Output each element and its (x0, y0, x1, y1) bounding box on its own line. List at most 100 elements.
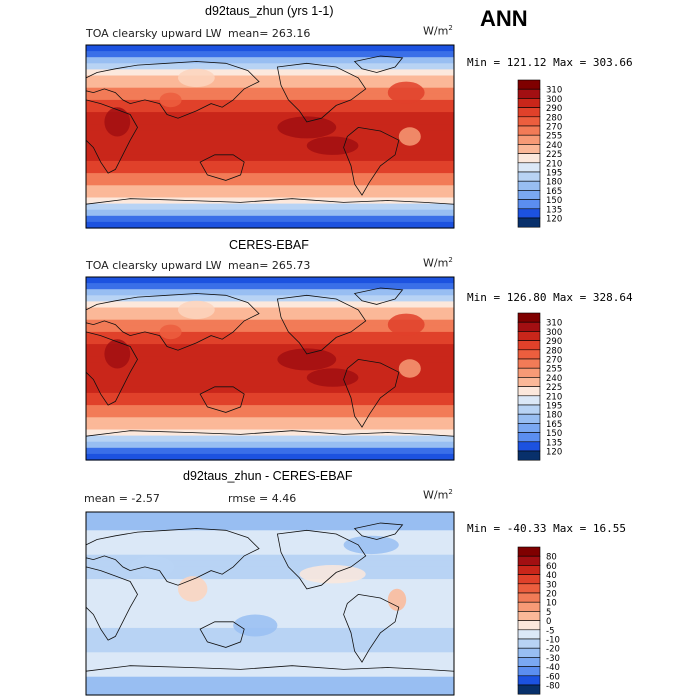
colorbar-tick-label: 280 (546, 113, 562, 123)
map-band (86, 69, 454, 77)
colorbar-box (517, 125, 541, 136)
coastline (85, 293, 260, 351)
map-band (86, 99, 454, 107)
map-band (86, 160, 454, 168)
map-band (86, 93, 454, 101)
map-band (86, 579, 454, 586)
map-patch (159, 324, 182, 340)
colorbar-tick-label: 270 (546, 356, 562, 366)
map-band (86, 447, 454, 455)
colorbar-tick-label: -60 (546, 672, 560, 682)
map-band (86, 566, 454, 574)
map-band (86, 524, 454, 531)
coastline (343, 358, 400, 428)
colorbar-tick-label: 30 (546, 580, 557, 590)
panel2-title: CERES-EBAF (229, 238, 309, 252)
panel2-subtitle: TOA clearsky upward LW (86, 259, 222, 272)
colorbar-tick-label: -20 (546, 645, 560, 655)
map-band (86, 518, 454, 525)
colorbar-2: 3103002902802702552402252101951801651501… (517, 312, 562, 461)
colorbar-tick-label: 135 (546, 438, 562, 448)
colorbar-box (517, 331, 541, 341)
colorbar-box (517, 423, 541, 433)
panel1-title: d92taus_zhun (yrs 1-1) (205, 4, 334, 18)
map-band (86, 106, 454, 113)
map-panel-3 (85, 511, 455, 696)
map-band (86, 307, 454, 315)
colorbar-box (517, 413, 541, 424)
map-patch (130, 555, 175, 578)
map-band (86, 313, 454, 321)
colorbar-box (517, 98, 541, 108)
map-band (86, 338, 454, 345)
colorbar-box (517, 395, 541, 406)
map-patch (398, 359, 421, 378)
colorbar-box (517, 79, 541, 90)
season-label: ANN (480, 6, 528, 31)
map-patch (178, 68, 215, 88)
colorbar-box (517, 349, 541, 360)
panel1-min-max: Min = 121.12 Max = 303.66 (467, 56, 633, 69)
map-band (86, 386, 454, 394)
map-band (86, 658, 454, 666)
panel3-min-max: Min = -40.33 Max = 16.55 (467, 522, 626, 535)
colorbar-tick-label: 255 (546, 365, 562, 375)
map-patch (387, 313, 425, 336)
colorbar-tick-label: 135 (546, 205, 562, 215)
colorbar-box (517, 432, 541, 443)
colorbar-box (517, 367, 541, 378)
map-band (86, 277, 454, 284)
map-band (86, 591, 454, 598)
coastline (343, 593, 400, 663)
colorbar-tick-label: 10 (546, 599, 557, 609)
colorbar-box (517, 312, 541, 323)
colorbar-tick-label: -40 (546, 663, 560, 673)
map-band (86, 603, 454, 611)
colorbar-box (517, 88, 541, 99)
map-band (86, 682, 454, 690)
colorbar-box (517, 404, 541, 415)
map-band (86, 453, 454, 461)
colorbar-box (517, 629, 541, 640)
colorbar-tick-label: 60 (546, 562, 557, 572)
map-panel-1 (85, 44, 455, 229)
map-band (86, 185, 454, 192)
panel3-mean: mean = -2.57 (84, 492, 160, 505)
colorbar-tick-label: 210 (546, 159, 562, 169)
map-band (86, 81, 454, 89)
colorbar-box (517, 208, 541, 219)
colorbar-tick-label: -5 (546, 626, 554, 636)
colorbar-box (517, 199, 541, 210)
colorbar-tick-label: 20 (546, 590, 557, 600)
colorbar-tick-label: 165 (546, 187, 562, 197)
colorbar-tick-label: 195 (546, 169, 562, 179)
map-patch (233, 614, 278, 637)
colorbar-tick-label: 210 (546, 392, 562, 402)
colorbar-box (517, 684, 541, 695)
map-band (86, 221, 454, 229)
map-panel-2 (85, 276, 455, 461)
map-patch (159, 92, 182, 108)
map-band (86, 411, 454, 418)
map-band (86, 215, 454, 223)
map-band (86, 646, 454, 653)
map-patch (178, 576, 208, 602)
map-frame (85, 511, 455, 696)
colorbar-box (517, 358, 541, 369)
map-band (86, 191, 454, 199)
colorbar-tick-label: 225 (546, 150, 562, 160)
map-band (86, 136, 454, 144)
map-patch (299, 565, 366, 584)
map-band (86, 344, 454, 351)
map-band (86, 585, 454, 592)
colorbar-box (517, 620, 541, 631)
colorbar-box (517, 321, 541, 332)
map-band (86, 331, 454, 339)
map-band (86, 441, 454, 449)
colorbar-tick-label: 240 (546, 374, 562, 384)
colorbar-box (517, 107, 541, 118)
map-band (86, 664, 454, 672)
map-band (86, 676, 454, 684)
map-band (86, 640, 454, 647)
